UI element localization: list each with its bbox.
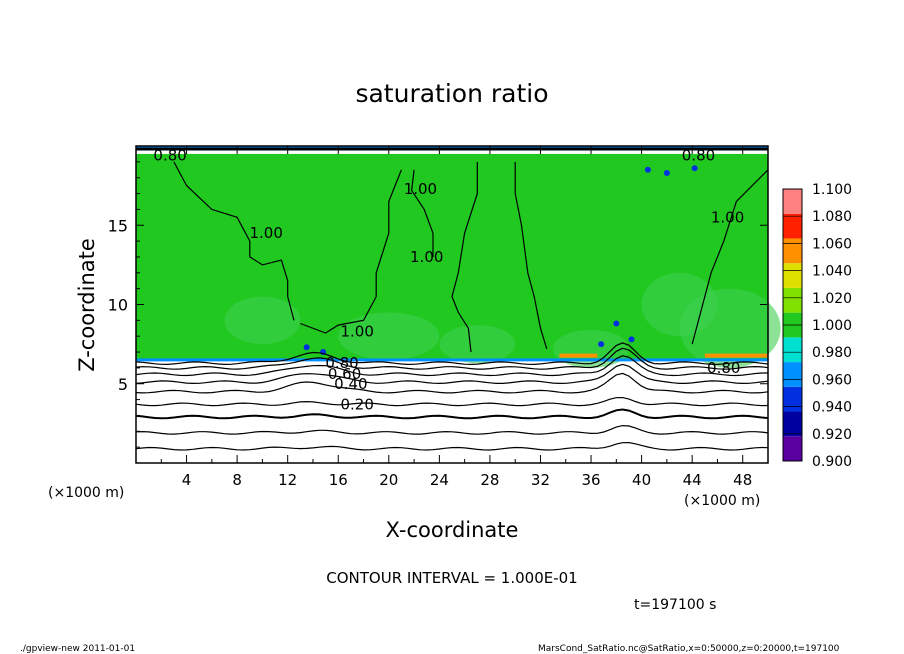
contour-label: 0.40 <box>334 375 367 393</box>
contour-line <box>135 363 769 385</box>
contour-line <box>135 355 768 377</box>
contour-line-1-00 <box>300 169 402 334</box>
contour-line <box>135 424 769 435</box>
contour-line-1-00 <box>173 161 295 321</box>
colorbar-swatch <box>783 337 802 363</box>
colorbar-label: 0.900 <box>812 454 852 470</box>
footer-left: ./gpview-new 2011-01-01 <box>20 644 135 654</box>
x-tick-label: 40 <box>632 471 651 489</box>
contour-label: 0.80 <box>325 354 358 372</box>
colorbar-swatch <box>783 189 802 214</box>
x-axis-label: X-coordinate <box>386 518 519 542</box>
y-axis-label: Z-coordinate <box>75 238 99 372</box>
footer-right: MarsCond_SatRatio.nc@SatRatio,x=0:50000,… <box>538 644 840 654</box>
contour-lines <box>135 147 769 451</box>
contour-line-1-00 <box>451 161 478 353</box>
x-tick-label: 8 <box>232 471 242 489</box>
colorbar-label: 0.940 <box>812 400 852 416</box>
x-tick-label: 36 <box>581 471 600 489</box>
blue-speck <box>628 336 635 343</box>
contour-label: 1.00 <box>340 322 373 340</box>
field-patch <box>224 296 301 345</box>
colorbar-label: 1.060 <box>812 236 852 252</box>
contour-line-1-00 <box>410 169 434 257</box>
colorbar-label: 1.080 <box>812 209 852 225</box>
colorbar-swatch <box>783 287 802 313</box>
contour-labels: 0.200.400.600.801.001.001.001.001.000.80… <box>153 147 744 414</box>
contour-line <box>135 347 769 370</box>
colorbar-swatch <box>783 238 802 264</box>
blue-speck <box>613 320 620 327</box>
colorbar-label: 1.000 <box>812 318 852 334</box>
contour-line <box>135 342 769 366</box>
blue-speck <box>663 169 670 176</box>
blue-speck <box>644 166 651 173</box>
contour-label: 1.00 <box>404 180 437 198</box>
colorbar-label: 0.980 <box>812 345 852 361</box>
x-tick-label: 16 <box>329 471 348 489</box>
contour-interval: CONTOUR INTERVAL = 1.000E-01 <box>326 569 577 587</box>
contour-label: 0.80 <box>153 147 186 165</box>
contour-label: 1.00 <box>410 248 443 266</box>
x-tick-label: 20 <box>379 471 398 489</box>
chart-title: saturation ratio <box>355 79 548 108</box>
field-patch <box>641 272 718 337</box>
colorbar-swatch <box>783 436 802 461</box>
contour-line <box>135 441 769 451</box>
contour-line-1-00 <box>691 169 769 345</box>
orange-patch-1 <box>559 353 598 358</box>
x-tick-label: 44 <box>683 471 702 489</box>
colorbar-label: 0.920 <box>812 427 852 443</box>
blue-speck <box>598 341 605 348</box>
x-tick-label: 32 <box>531 471 550 489</box>
y-tick-label: 5 <box>118 375 128 394</box>
contour-label: 0.80 <box>707 359 740 377</box>
y-tick-label: 10 <box>108 296 128 315</box>
y-tick-label: 15 <box>108 216 128 235</box>
x-unit-right: (×1000 m) <box>684 493 760 509</box>
colorbar-label: 1.020 <box>812 291 852 307</box>
contour-line <box>135 408 769 420</box>
colorbar-label: 0.960 <box>812 372 852 388</box>
colorbar: 0.900 0.920 0.940 0.960 0.980 1.000 1.020 1.040… <box>782 182 852 470</box>
colorbar-swatch <box>783 386 802 412</box>
colorbar-swatch <box>783 411 802 437</box>
x-tick-label: 4 <box>182 471 192 489</box>
saturation-field <box>136 146 781 463</box>
field-patch <box>439 325 516 364</box>
contour-line <box>135 396 769 407</box>
x-tick-label: 24 <box>430 471 449 489</box>
colorbar-label: 1.100 <box>812 182 852 198</box>
x-tick-label: 28 <box>480 471 499 489</box>
x-tick-label: 12 <box>278 471 297 489</box>
time-stamp: t=197100 s <box>634 597 716 613</box>
y-axis-ticks: 5 10 15 <box>108 161 768 448</box>
colorbar-swatch <box>783 213 802 239</box>
x-unit-left: (×1000 m) <box>48 485 124 501</box>
x-tick-label: 48 <box>733 471 752 489</box>
blue-speck <box>691 165 698 172</box>
contour-label: 0.80 <box>682 147 715 165</box>
contour-line-1-00 <box>514 161 548 350</box>
contour-label: 0.60 <box>328 365 361 383</box>
cyan-edge <box>136 358 768 362</box>
contour-label: 0.20 <box>340 395 373 413</box>
blue-speck <box>303 344 310 351</box>
contour-label: 1.00 <box>249 224 282 242</box>
orange-patch-2 <box>704 353 768 358</box>
contour-line <box>135 372 769 394</box>
field-patch <box>338 312 440 360</box>
contour-label: 1.00 <box>711 208 744 226</box>
colorbar-swatch <box>783 263 802 288</box>
x-axis-ticks: 4 8 12 16 20 24 28 32 36 40 44 48 <box>160 146 752 489</box>
colorbar-label: 1.040 <box>812 264 852 280</box>
colorbar-swatch <box>783 362 802 387</box>
